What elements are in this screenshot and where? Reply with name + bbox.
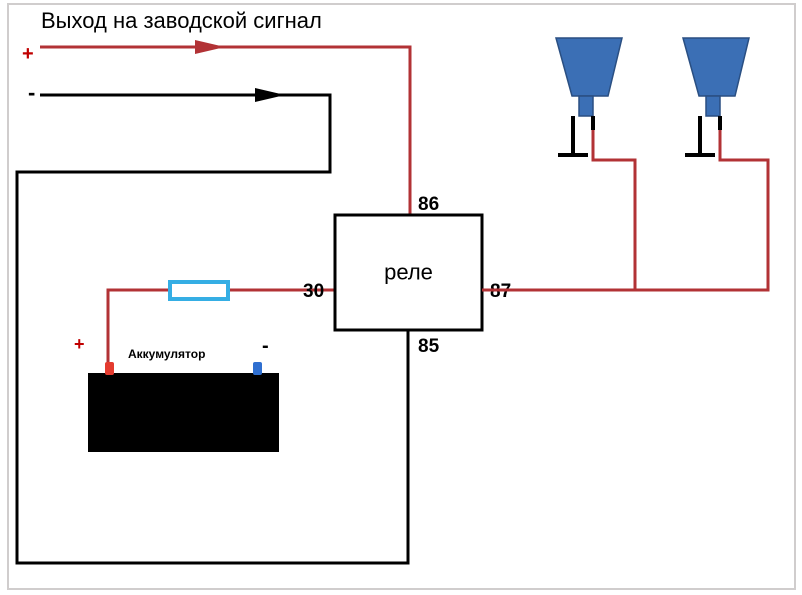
relay-pin-86: 86: [418, 194, 439, 215]
battery-label: Аккумулятор: [128, 347, 205, 361]
battery-terminal-positive: [105, 362, 114, 375]
label-plus-top: +: [22, 43, 34, 65]
horn-left-neck: [579, 96, 593, 116]
horn-right-neck: [706, 96, 720, 116]
fuse: [170, 282, 228, 299]
battery-terminal-negative: [253, 362, 262, 375]
relay-pin-30: 30: [303, 281, 324, 302]
relay-pin-85: 85: [418, 336, 440, 357]
label-minus-battery: -: [262, 335, 269, 357]
diagram-title: Выход на заводской сигнал: [41, 8, 322, 33]
label-minus-top: -: [28, 80, 35, 105]
label-plus-battery: +: [74, 334, 85, 354]
relay-label: реле: [384, 260, 433, 285]
battery-body: [88, 373, 279, 452]
